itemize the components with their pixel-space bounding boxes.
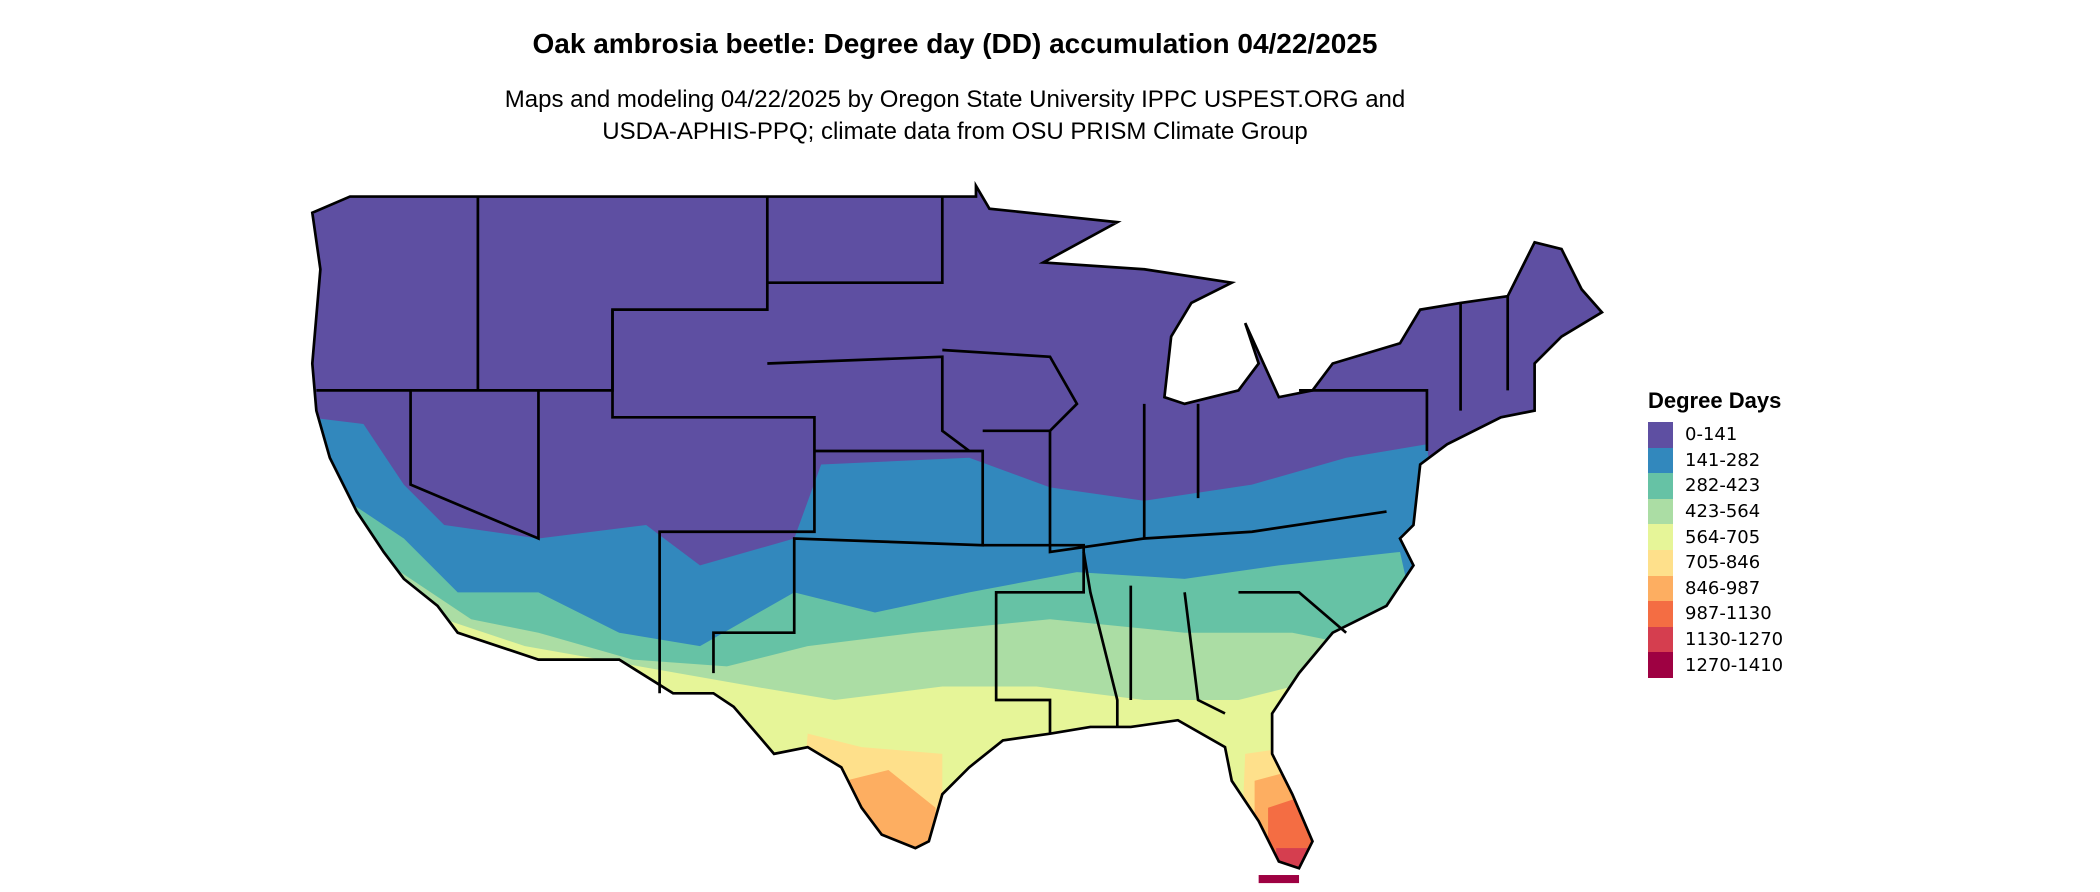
legend-swatch <box>1648 473 1673 499</box>
legend-label: 282-423 <box>1685 475 1761 497</box>
legend-swatch <box>1648 601 1673 627</box>
legend-label: 705-846 <box>1685 552 1761 574</box>
legend-label: 987-1130 <box>1685 603 1772 625</box>
legend-swatch <box>1648 652 1673 678</box>
legend-swatch <box>1648 575 1673 602</box>
legend-swatch <box>1648 524 1673 550</box>
legend-swatch <box>1648 447 1673 474</box>
legend-label: 141-282 <box>1685 449 1761 471</box>
subtitle-line-1: Maps and modeling 04/22/2025 by Oregon S… <box>504 86 1406 113</box>
legend-item: 1270-1410 <box>1648 652 1783 678</box>
legend-label: 0-141 <box>1685 424 1738 446</box>
legend-swatch <box>1648 498 1673 525</box>
legend-label: 423-564 <box>1685 501 1761 523</box>
map-subtitle: Maps and modeling 04/22/2025 by Oregon S… <box>0 84 1910 148</box>
legend-label: 564-705 <box>1685 526 1761 548</box>
legend-item: 846-987 <box>1648 575 1783 602</box>
map-title: Oak ambrosia beetle: Degree day (DD) acc… <box>532 28 1378 59</box>
legend-item: 1130-1270 <box>1648 626 1784 653</box>
legend-item: 423-564 <box>1648 498 1783 525</box>
legend-swatch <box>1648 626 1673 653</box>
legend-label: 1270-1410 <box>1685 654 1784 676</box>
legend: Degree Days 0-141 141-282 282-423 423-564 56… <box>1648 388 1783 678</box>
state-borders <box>310 184 1604 870</box>
legend-item: 705-846 <box>1648 549 1783 576</box>
legend-item: 141-282 <box>1648 447 1783 474</box>
legend-item: 282-423 <box>1648 473 1783 499</box>
legend-item: 0-141 <box>1648 422 1783 448</box>
legend-swatch <box>1648 549 1673 576</box>
subtitle-line-2: USDA-APHIS-PPQ; climate data from OSU PR… <box>602 118 1308 145</box>
band-1130-1270 <box>1276 848 1317 869</box>
legend-label: 846-987 <box>1685 577 1761 599</box>
legend-label: 1130-1270 <box>1685 629 1784 651</box>
band-1270-1410 <box>1258 875 1300 884</box>
legend-item: 987-1130 <box>1648 601 1783 627</box>
legend-title: Degree Days <box>1648 388 1782 413</box>
legend-swatch <box>1648 422 1673 448</box>
legend-item: 564-705 <box>1648 524 1783 550</box>
